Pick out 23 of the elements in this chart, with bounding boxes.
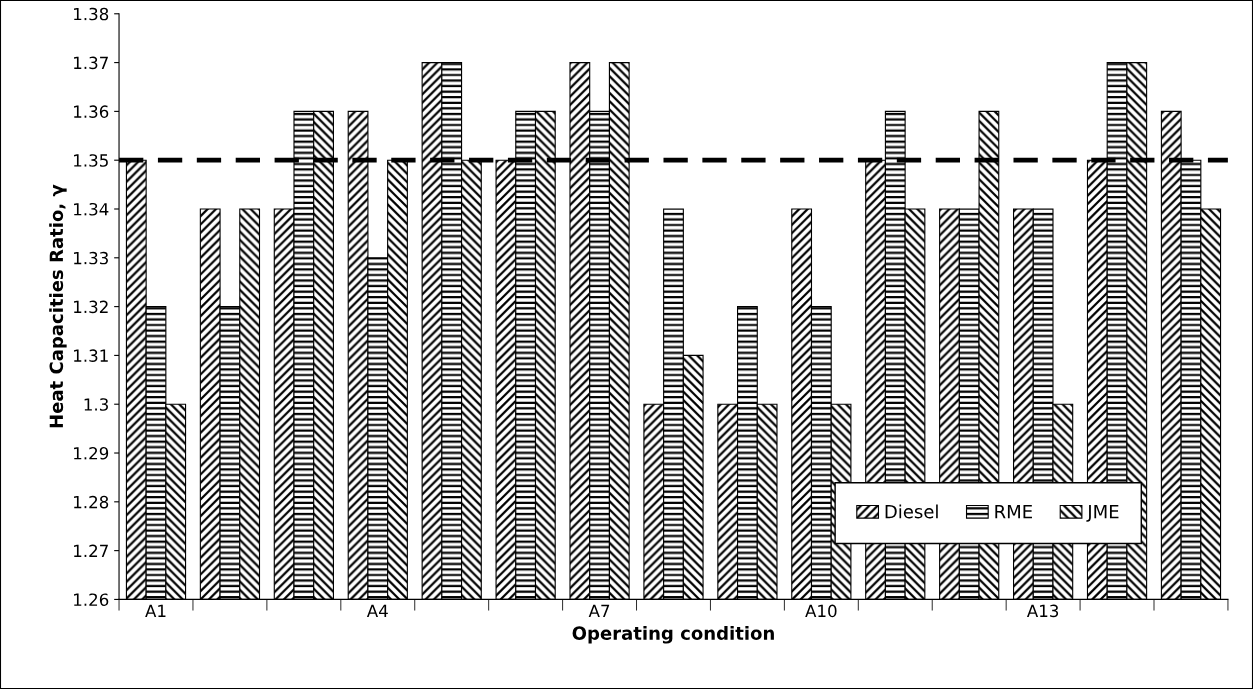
y-tick-label: 1.37	[74, 56, 108, 70]
y-tick-label: 1.3	[84, 398, 108, 411]
y-tick-label: 1.33	[74, 251, 108, 265]
y-axis-title: Heat Capacities Ratio, γ	[49, 184, 67, 428]
legend-label: Diesel	[885, 504, 938, 519]
y-tick-label: 1.34	[74, 202, 109, 216]
x-tick-label: A10	[805, 604, 837, 618]
x-tick-label: A7	[588, 604, 610, 617]
x-tick-label: A1	[145, 604, 166, 617]
x-tick-label: A13	[1026, 604, 1059, 618]
x-axis-title: Operating condition	[572, 625, 774, 644]
legend-label: JME	[1086, 504, 1119, 522]
y-tick-label: 1.38	[74, 7, 109, 21]
y-tick-label: 1.28	[74, 495, 109, 509]
y-tick-label: 1.29	[74, 446, 109, 460]
y-tick-label: 1.36	[74, 105, 109, 118]
x-tick-label: A4	[366, 604, 388, 617]
y-tick-label: 1.35	[74, 154, 108, 167]
y-tick-label: 1.26	[74, 593, 109, 606]
y-tick-label: 1.27	[74, 544, 108, 557]
y-tick-label: 1.31	[74, 349, 108, 362]
y-tick-label: 1.32	[74, 300, 108, 314]
legend-label: RME	[995, 504, 1032, 519]
